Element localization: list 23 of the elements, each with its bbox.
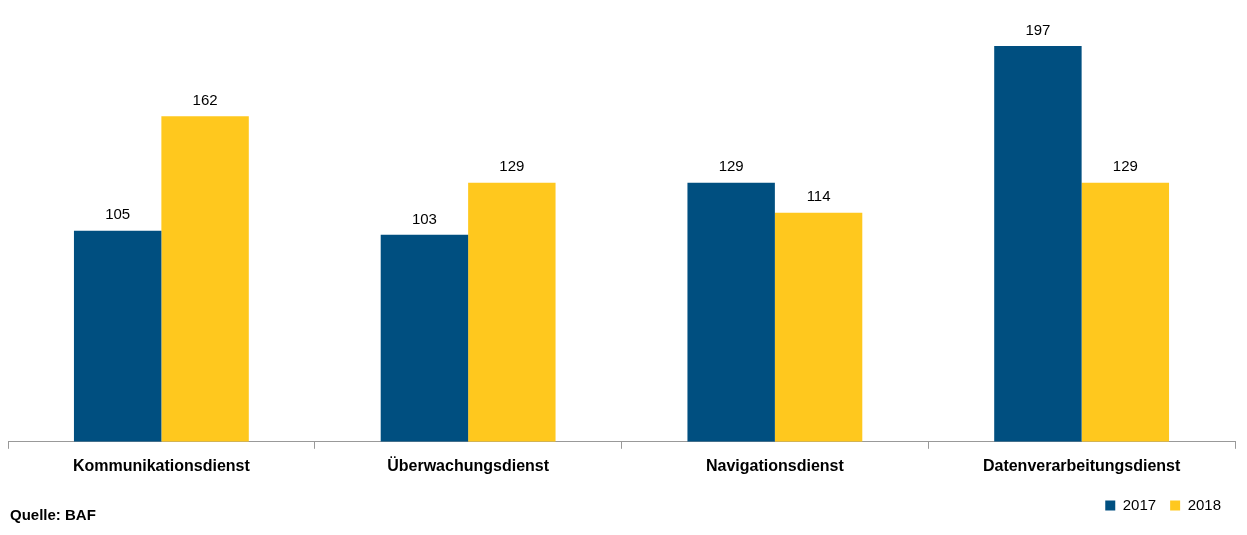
bar (380, 234, 469, 442)
data-label: 103 (411, 209, 437, 227)
bar (1081, 182, 1170, 442)
data-label: 129 (718, 157, 744, 175)
bar (468, 182, 556, 442)
data-label: 129 (499, 157, 525, 175)
source-note: Quelle: BAF (10, 505, 96, 523)
x-tick-label: Datenverarbeitungsdienst (982, 456, 1181, 474)
bar (994, 46, 1082, 442)
data-label: 114 (806, 187, 831, 205)
data-label: 129 (1112, 157, 1138, 175)
x-tick-label: Überwachungsdienst (387, 455, 550, 474)
bar (161, 116, 249, 442)
bar (73, 230, 162, 442)
bar (774, 212, 863, 442)
legend-label: 2017 (1122, 495, 1157, 513)
legend-label: 2018 (1187, 495, 1222, 513)
data-label: 162 (192, 90, 218, 108)
data-label: 197 (1025, 20, 1051, 38)
data-label: 105 (105, 205, 131, 223)
x-tick-label: Navigationsdienst (705, 456, 845, 474)
x-tick-label: Kommunikationsdienst (72, 456, 251, 474)
bar (687, 182, 775, 442)
